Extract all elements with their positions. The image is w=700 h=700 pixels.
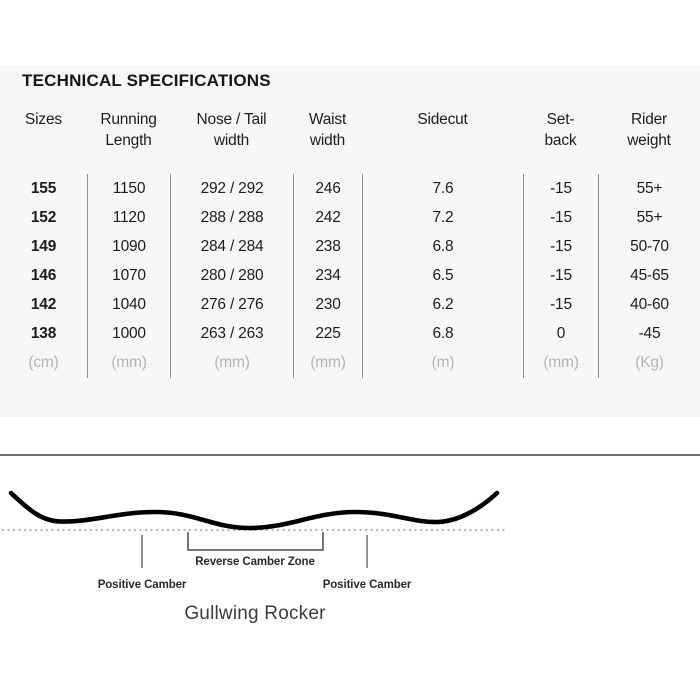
cell-running-length: 1000 (87, 319, 170, 348)
unit-sizes: (cm) (28, 354, 59, 371)
cell-setback: 0 (523, 319, 598, 348)
col-header-running-length: Running Length (100, 111, 157, 149)
positive-camber-right-label: Positive Camber (322, 579, 412, 591)
cell-running-length: 1040 (87, 290, 170, 319)
table-row: 146 1070 280 / 280 234 6.5 -15 45-65 (0, 261, 700, 290)
col-header-setback: Set- back (544, 111, 577, 149)
cell-waist: 242 (293, 203, 362, 232)
cell-size: 138 (30, 324, 57, 342)
col-header-rider-weight: Rider weight (627, 111, 671, 149)
unit-setback: (mm) (523, 348, 598, 378)
spec-title: TECHNICAL SPECIFICATIONS (22, 71, 271, 90)
cell-setback: -15 (523, 232, 598, 261)
unit-rider-weight: (Kg) (598, 348, 700, 378)
cell-rider-weight: 45-65 (598, 261, 700, 290)
table-row: 152 1120 288 / 288 242 7.2 -15 55+ (0, 203, 700, 232)
spec-table-body: 155 1150 292 / 292 246 7.6 -15 55+ 152 1… (0, 174, 700, 378)
col-header-waist-width: Waist width (308, 111, 347, 149)
cell-rider-weight: 55+ (598, 174, 700, 203)
board-profile-curve (8, 490, 500, 531)
cell-rider-weight: 50-70 (598, 232, 700, 261)
section-divider (0, 454, 700, 456)
table-row: 149 1090 284 / 284 238 6.8 -15 50-70 (0, 232, 700, 261)
col-header-sidecut: Sidecut (417, 111, 468, 128)
camber-profile-diagram (2, 490, 508, 568)
cell-sidecut: 6.8 (362, 319, 523, 348)
reverse-camber-bracket (187, 532, 324, 551)
cell-rider-weight: 40-60 (598, 290, 700, 319)
cell-running-length: 1120 (87, 203, 170, 232)
cell-rider-weight: 55+ (598, 203, 700, 232)
cell-rider-weight: -45 (598, 319, 700, 348)
cell-nose-tail: 284 / 284 (170, 232, 293, 261)
cell-sidecut: 6.2 (362, 290, 523, 319)
cell-size: 142 (30, 295, 57, 313)
cell-nose-tail: 292 / 292 (170, 174, 293, 203)
cell-nose-tail: 280 / 280 (170, 261, 293, 290)
spec-table-header: Sizes Running Length Nose / Tail width W… (0, 109, 700, 151)
cell-size: 155 (30, 179, 57, 197)
cell-running-length: 1150 (87, 174, 170, 203)
cell-setback: -15 (523, 261, 598, 290)
cell-size: 146 (30, 266, 57, 284)
table-row: 155 1150 292 / 292 246 7.6 -15 55+ (0, 174, 700, 203)
cell-running-length: 1070 (87, 261, 170, 290)
table-row: 138 1000 263 / 263 225 6.8 0 -45 (0, 319, 700, 348)
cell-sidecut: 6.5 (362, 261, 523, 290)
cell-sidecut: 7.6 (362, 174, 523, 203)
positive-camber-left-label: Positive Camber (97, 579, 187, 591)
cell-size: 152 (30, 208, 57, 226)
cell-nose-tail: 276 / 276 (170, 290, 293, 319)
cell-sidecut: 7.2 (362, 203, 523, 232)
col-header-sizes: Sizes (25, 111, 62, 128)
cell-running-length: 1090 (87, 232, 170, 261)
cell-waist: 238 (293, 232, 362, 261)
unit-waist: (mm) (293, 348, 362, 378)
cell-size: 149 (30, 237, 57, 255)
cell-nose-tail: 288 / 288 (170, 203, 293, 232)
col-header-nose-tail-width: Nose / Tail width (196, 111, 267, 149)
unit-running-length: (mm) (87, 348, 170, 378)
cell-waist: 225 (293, 319, 362, 348)
cell-sidecut: 6.8 (362, 232, 523, 261)
table-row: 142 1040 276 / 276 230 6.2 -15 40-60 (0, 290, 700, 319)
cell-nose-tail: 263 / 263 (170, 319, 293, 348)
cell-waist: 230 (293, 290, 362, 319)
spec-panel: TECHNICAL SPECIFICATIONS Sizes Running L… (0, 65, 700, 417)
cell-setback: -15 (523, 290, 598, 319)
table-units-row: (cm) (mm) (mm) (mm) (m) (mm) (Kg) (0, 348, 700, 378)
reverse-camber-zone-label: Reverse Camber Zone (195, 556, 315, 568)
cell-setback: -15 (523, 174, 598, 203)
unit-sidecut: (m) (362, 348, 523, 378)
cell-waist: 246 (293, 174, 362, 203)
unit-nose-tail: (mm) (170, 348, 293, 378)
cell-setback: -15 (523, 203, 598, 232)
cell-waist: 234 (293, 261, 362, 290)
diagram-title: Gullwing Rocker (184, 603, 326, 624)
